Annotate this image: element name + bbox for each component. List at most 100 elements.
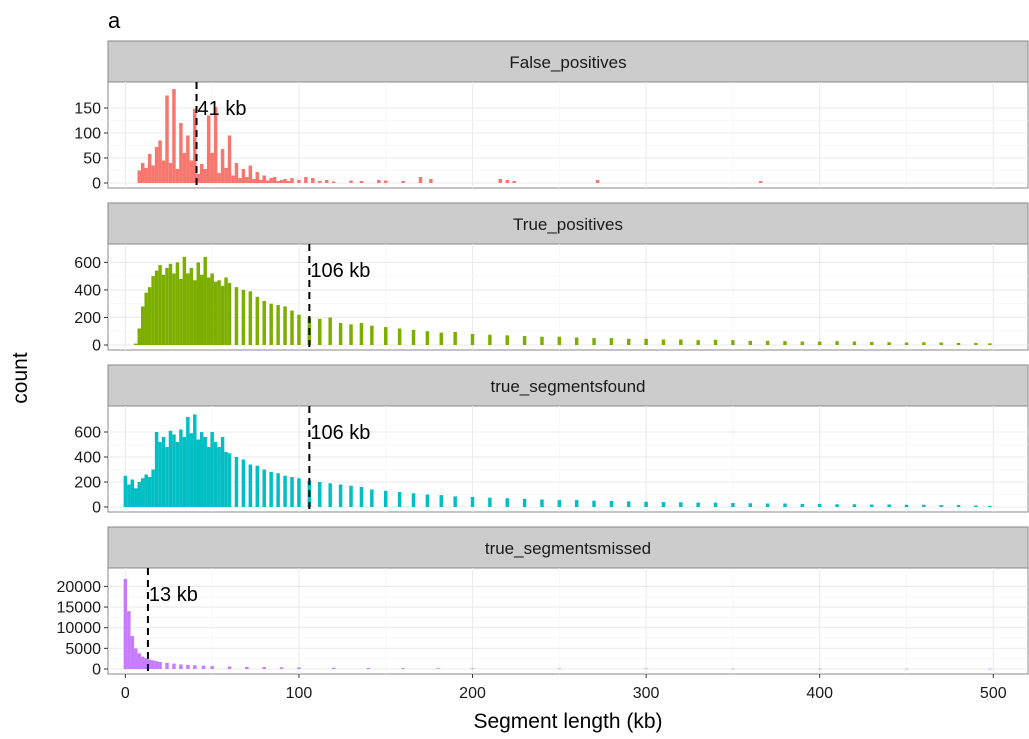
- histogram-bar: [318, 181, 322, 183]
- histogram-bar: [397, 328, 402, 345]
- histogram-bar: [161, 160, 166, 183]
- histogram-bar: [370, 325, 374, 345]
- y-axis-true-positives: 0 200 400 600: [74, 255, 108, 355]
- histogram-bar: [713, 339, 718, 345]
- histogram-bar: [425, 331, 430, 345]
- strip-label-false-positives: False_positives: [509, 53, 626, 72]
- histogram-bar: [904, 342, 909, 345]
- histogram-bar: [144, 168, 148, 183]
- histogram-bar: [627, 338, 631, 345]
- histogram-bar: [217, 280, 221, 345]
- histogram-bar: [470, 497, 475, 507]
- histogram-bar: [186, 417, 190, 507]
- histogram-bar: [134, 648, 138, 669]
- histogram-bar: [411, 329, 416, 345]
- histogram-bar: [279, 667, 284, 669]
- histogram-bar: [182, 437, 187, 507]
- histogram-bar: [800, 341, 805, 345]
- histogram-bar: [172, 663, 176, 669]
- histogram-bar: [870, 341, 874, 345]
- strip-true-segmentsfound: [107, 364, 1029, 407]
- histogram-bar: [852, 341, 857, 345]
- panel-true-segmentsmissed: true_segmentsmissed 0 5000 10000 15000 20000…: [57, 526, 1029, 679]
- x-tick-label: 200: [459, 685, 486, 702]
- histogram-bar: [182, 256, 187, 345]
- histogram-bar: [193, 280, 197, 345]
- y-tick-label: 600: [74, 255, 101, 272]
- y-tick-label: 20000: [57, 579, 102, 596]
- histogram-bar: [401, 668, 405, 669]
- histogram-bar: [123, 578, 128, 669]
- histogram-bar: [165, 95, 169, 183]
- histogram-bar: [127, 484, 131, 507]
- y-tick-label: 0: [92, 176, 101, 193]
- histogram-bar: [140, 656, 145, 669]
- histogram-bar: [276, 473, 280, 507]
- plot-area-true-segmentsfound: [107, 405, 1029, 513]
- y-axis-true-segmentsmissed: 0 5000 10000 15000 20000: [57, 579, 108, 679]
- histogram-bar: [540, 336, 544, 345]
- histogram-bar: [557, 668, 562, 670]
- histogram-bar: [331, 667, 336, 669]
- histogram-bar: [384, 180, 388, 183]
- histogram-bar: [904, 504, 909, 507]
- histogram-bar: [137, 328, 141, 345]
- histogram-bar: [234, 457, 239, 507]
- histogram-bar: [817, 668, 822, 670]
- histogram-bar: [731, 668, 735, 670]
- histogram-bar: [384, 490, 388, 507]
- y-tick-label: 15000: [57, 600, 102, 617]
- histogram-bar: [151, 660, 155, 669]
- panel-false-positives: False_positives 0 50 100 150 41 kb: [74, 40, 1029, 193]
- histogram-bar: [574, 500, 579, 507]
- histogram-bar: [609, 338, 614, 345]
- histogram-bar: [158, 661, 162, 669]
- histogram-bar: [241, 289, 246, 345]
- x-axis: 0 100 200 300 400 500: [121, 674, 1007, 702]
- y-axis-title: count: [9, 352, 32, 404]
- histogram-bar: [161, 437, 166, 507]
- histogram-bar: [297, 180, 301, 183]
- histogram-bar: [644, 501, 648, 507]
- histogram-bar: [418, 177, 423, 183]
- y-tick-label: 600: [74, 425, 101, 442]
- histogram-bar: [439, 495, 444, 507]
- grid-false-positives: [108, 82, 1028, 188]
- histogram-bar: [297, 667, 301, 669]
- histogram-bar: [175, 262, 180, 345]
- histogram-bar: [324, 180, 329, 183]
- histogram-bar: [144, 474, 148, 507]
- histogram-bar: [179, 123, 183, 183]
- histogram-bar: [193, 109, 197, 183]
- histogram-bar: [956, 505, 961, 507]
- histogram-bar: [731, 340, 735, 345]
- y-tick-label: 0: [92, 662, 101, 679]
- histogram-bar: [349, 324, 353, 345]
- y-tick-label: 200: [74, 475, 101, 492]
- histogram-bar: [758, 181, 763, 183]
- histogram-bar: [397, 492, 402, 507]
- bars-false-positives: [137, 89, 763, 183]
- median-label-true-segmentsmissed: 13 kb: [149, 584, 198, 606]
- histogram-bar: [988, 505, 992, 507]
- histogram-bar: [210, 432, 214, 507]
- histogram-bar: [366, 667, 371, 669]
- histogram-bar: [370, 489, 374, 507]
- histogram-bar: [488, 334, 492, 345]
- histogram-bar: [245, 666, 249, 669]
- strip-label-true-positives: True_positives: [513, 215, 623, 234]
- histogram-bar: [939, 505, 943, 507]
- histogram-bar: [252, 179, 256, 183]
- x-tick-label: 400: [806, 685, 833, 702]
- histogram-bar: [227, 666, 232, 669]
- histogram-bar: [627, 501, 631, 507]
- histogram-bar: [168, 430, 173, 507]
- panel-letter: a: [108, 8, 121, 33]
- bars-true-segmentsmissed: [123, 578, 992, 670]
- histogram-bar: [127, 611, 131, 669]
- histogram-bar: [217, 173, 221, 183]
- histogram-bar: [800, 503, 805, 507]
- y-tick-label: 0: [92, 500, 101, 517]
- histogram-bar: [522, 336, 527, 345]
- strip-true-segmentsmissed: [107, 526, 1029, 569]
